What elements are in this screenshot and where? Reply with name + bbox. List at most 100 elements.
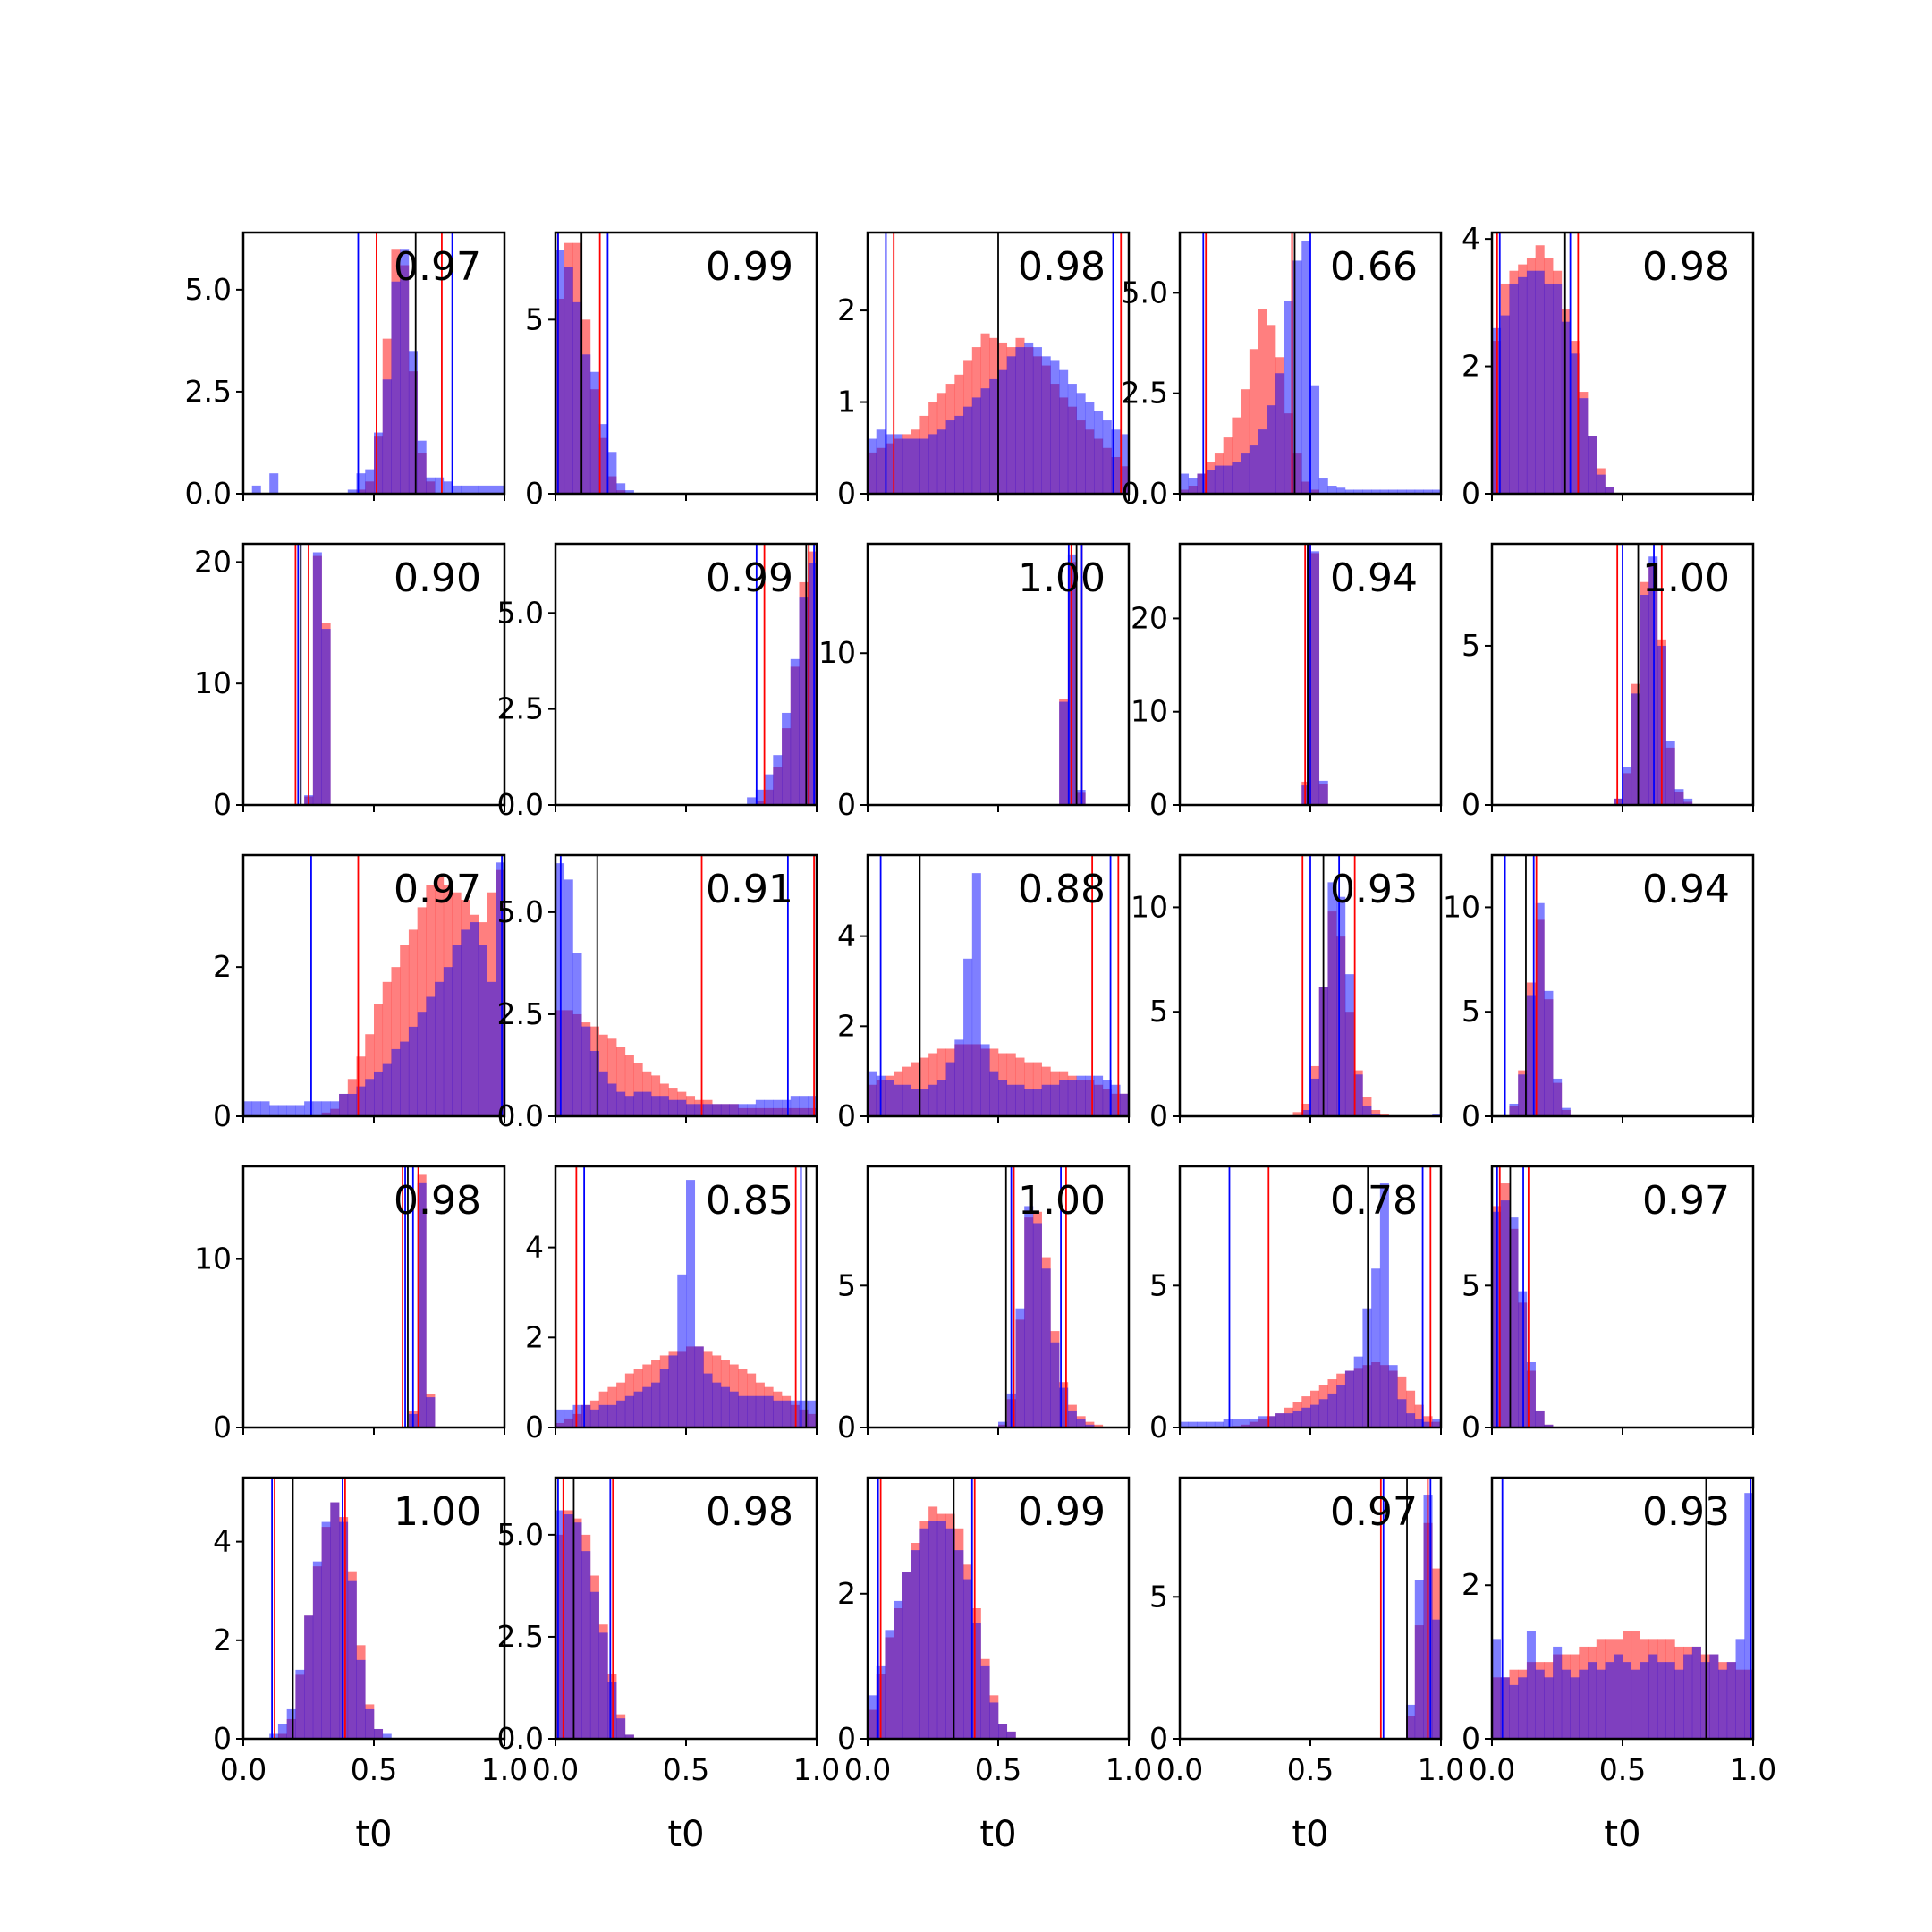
y-tick-label: 5 <box>1149 1579 1168 1614</box>
blue-hist-bar <box>1223 465 1233 494</box>
blue-hist-bar <box>738 1395 748 1428</box>
blue-hist-bar <box>1050 360 1060 494</box>
y-tick-label: 5 <box>837 1267 856 1302</box>
subplot-r1-c1: 0.0 2.5 5.0 0.99 <box>497 542 818 822</box>
blue-hist-bar <box>1015 347 1025 494</box>
plot-area <box>243 855 504 1116</box>
y-tick-label: 5.0 <box>185 272 232 307</box>
blue-hist-bar <box>782 1099 792 1116</box>
blue-hist-bar <box>1500 315 1510 494</box>
blue-hist-bar <box>1379 489 1389 494</box>
blue-hist-bar <box>1344 489 1354 494</box>
blue-hist-bar <box>894 434 903 494</box>
red-hist-bar <box>1406 1390 1416 1428</box>
y-tick-label: 10 <box>1443 889 1480 924</box>
blue-hist-bar <box>799 1400 809 1428</box>
y-tick-label: 2 <box>213 949 232 984</box>
blue-hist-bar <box>936 1080 946 1116</box>
y-tick-label: 0.0 <box>497 1721 544 1756</box>
blue-hist-bar <box>598 1071 608 1116</box>
subplot-r2-c2: 0 2 4 0.88 <box>837 853 1131 1133</box>
correlation-annotation: 0.98 <box>394 1178 481 1224</box>
red-hist-bar <box>1371 1109 1381 1116</box>
blue-hist-bar <box>470 485 479 494</box>
blue-hist-bar <box>1085 402 1095 494</box>
blue-hist-bar <box>902 1572 911 1739</box>
blue-hist-bar <box>1067 384 1077 494</box>
blue-hist-bar <box>1310 385 1320 494</box>
blue-hist-bar <box>1518 276 1528 494</box>
blue-hist-bar <box>1249 445 1258 494</box>
blue-hist-bar <box>1500 1677 1510 1739</box>
subplot-r1-c3: 0 10 20 0.94 <box>1131 542 1443 822</box>
blue-hist-bar <box>581 1026 591 1116</box>
y-tick-label: 5 <box>1149 1267 1168 1302</box>
blue-hist-bar <box>1111 429 1121 494</box>
blue-hist-bar <box>400 249 410 494</box>
blue-hist-bar <box>998 369 1008 494</box>
blue-hist-bar <box>1050 1342 1060 1428</box>
blue-hist-bar <box>989 1702 999 1739</box>
blue-hist-bar <box>1579 398 1589 494</box>
blue-hist-bar <box>452 485 462 494</box>
blue-hist-bar <box>1050 1084 1060 1116</box>
blue-hist-bar <box>633 1391 643 1428</box>
blue-hist-bar <box>1206 470 1216 494</box>
blue-hist-bar <box>686 1104 696 1116</box>
blue-hist-bar <box>1197 1421 1207 1428</box>
blue-hist-bar <box>1015 1084 1025 1116</box>
blue-hist-bar <box>694 1346 704 1428</box>
blue-hist-bar <box>616 483 626 494</box>
blue-hist-bar <box>1623 1662 1632 1739</box>
correlation-annotation: 0.99 <box>1018 1489 1106 1535</box>
y-tick-label: 2 <box>213 1623 232 1657</box>
blue-hist-bar <box>1006 356 1016 494</box>
blue-hist-bar <box>277 1105 287 1116</box>
blue-hist-bar <box>928 434 938 494</box>
blue-hist-bar <box>954 1039 964 1116</box>
blue-hist-bar <box>312 1561 322 1739</box>
x-axis-label: t0 <box>355 1814 392 1855</box>
blue-hist-bar <box>1544 1677 1554 1739</box>
blue-hist-bar <box>443 481 453 494</box>
correlation-annotation: 0.98 <box>1642 244 1730 290</box>
blue-hist-bar <box>1397 1399 1407 1428</box>
correlation-annotation: 0.99 <box>706 244 793 290</box>
blue-hist-bar <box>659 1368 669 1428</box>
blue-hist-bar <box>1059 1080 1069 1116</box>
blue-hist-bar <box>312 1101 322 1116</box>
blue-hist-bar <box>764 1395 774 1428</box>
x-tick-label: 0.0 <box>844 1752 891 1787</box>
blue-hist-bar <box>1362 489 1372 494</box>
blue-hist-bar <box>243 1101 253 1116</box>
blue-hist-bar <box>417 1012 427 1116</box>
blue-hist-bar <box>747 1395 757 1428</box>
blue-hist-bar <box>555 1510 565 1739</box>
blue-hist-bar <box>347 1093 357 1116</box>
blue-hist-bar <box>1310 1404 1320 1428</box>
blue-hist-bar <box>1362 1106 1372 1116</box>
blue-hist-bar <box>321 1101 331 1116</box>
y-tick-label: 0 <box>837 1098 856 1133</box>
x-tick-label: 0.5 <box>975 1752 1021 1787</box>
x-axis-label: t0 <box>1604 1814 1640 1855</box>
blue-hist-bar <box>971 1623 981 1739</box>
blue-hist-bar <box>461 929 470 1116</box>
correlation-annotation: 0.85 <box>706 1178 793 1224</box>
plot-area <box>1614 544 1693 805</box>
blue-hist-bar <box>782 712 792 805</box>
x-tick-label: 0.5 <box>1599 1752 1646 1787</box>
x-axis-label: t0 <box>979 1814 1016 1855</box>
subplot-r2-c0: 020.97 <box>213 853 506 1133</box>
blue-hist-bar <box>703 1104 713 1116</box>
red-hist-bar <box>919 1057 929 1116</box>
blue-hist-bar <box>1032 347 1042 494</box>
blue-hist-bar <box>478 945 487 1116</box>
blue-hist-bar <box>1102 1080 1112 1116</box>
blue-hist-bar <box>260 1101 270 1116</box>
blue-hist-bar <box>1509 1217 1519 1428</box>
blue-hist-bar <box>1423 489 1433 494</box>
x-axis-label: t0 <box>1292 1814 1328 1855</box>
blue-hist-bar <box>382 1733 392 1739</box>
red-hist-bar <box>1094 1424 1104 1428</box>
